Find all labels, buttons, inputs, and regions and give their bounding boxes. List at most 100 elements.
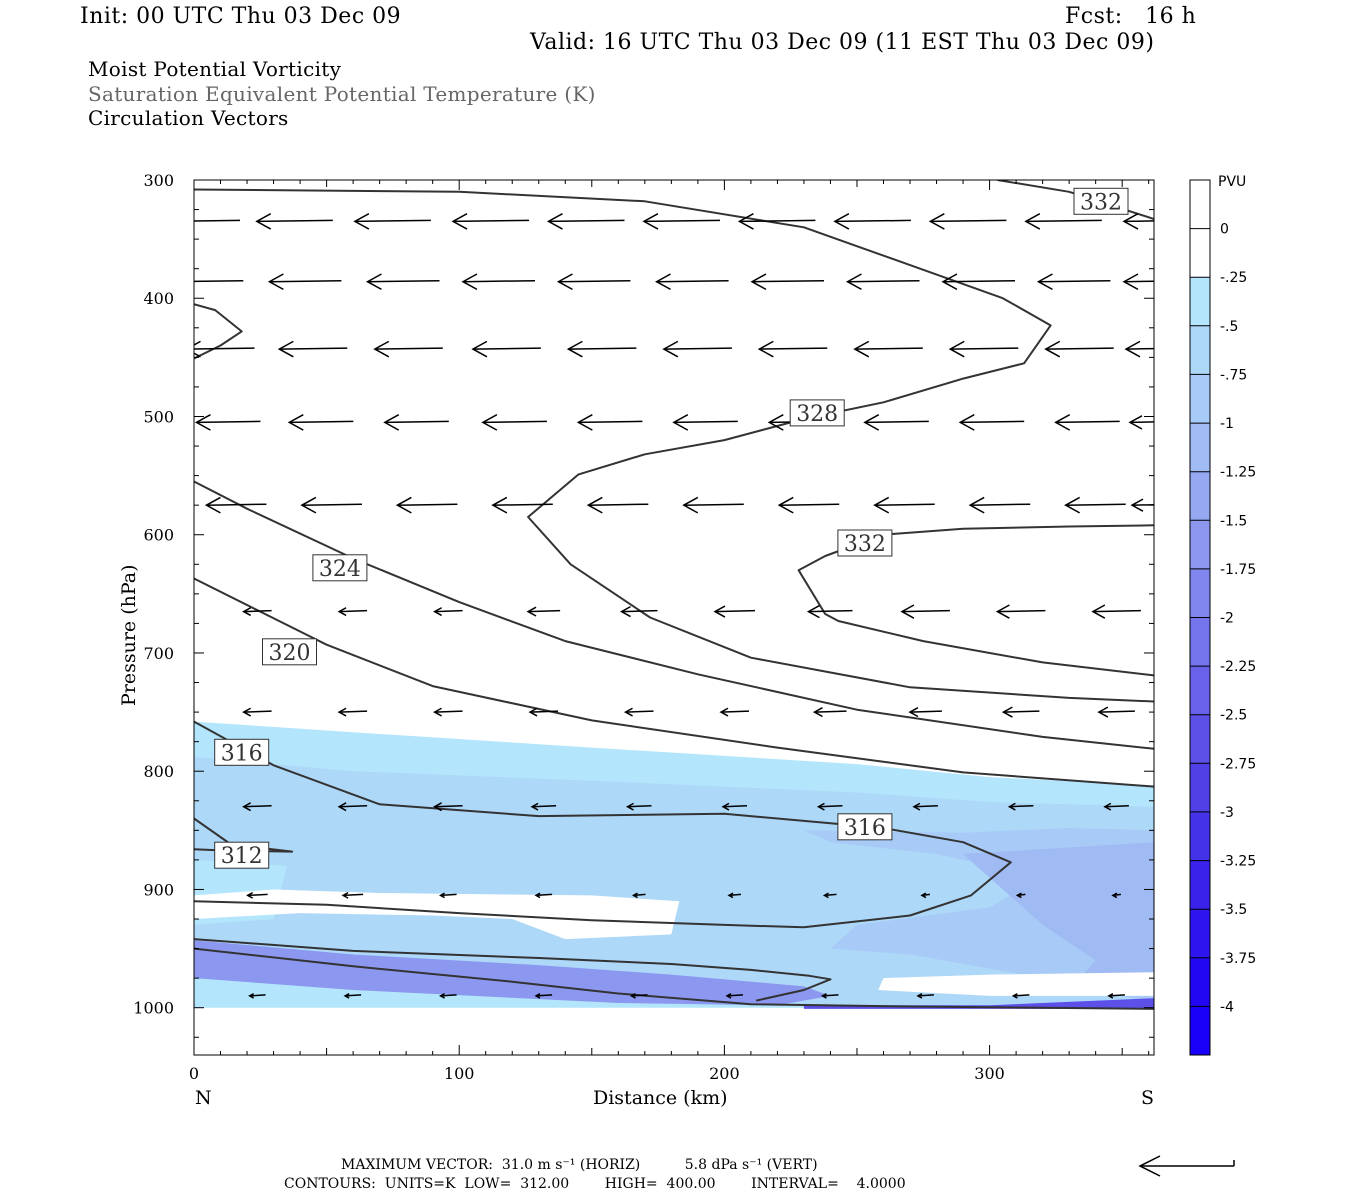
axis-layer: 300 400 500 600 700 800 900 1000 0 100 200 300 <box>133 171 1154 1083</box>
circulation-vector <box>242 707 272 717</box>
circulation-vector <box>920 892 930 899</box>
mpv-shading-layer <box>194 721 1154 1009</box>
svg-text:316: 316 <box>844 816 886 841</box>
mpv-surface-band <box>194 940 831 1006</box>
circulation-vector <box>481 414 547 431</box>
circulation-vector <box>451 213 530 230</box>
x-tick-label: 100 <box>444 1064 475 1083</box>
contour-line-328-4 <box>194 188 1154 703</box>
circulation-vector <box>194 219 241 222</box>
circulation-vector <box>433 607 463 617</box>
y-tick-label: 300 <box>143 171 174 190</box>
circulation-vector <box>471 340 541 358</box>
circulation-vector <box>873 496 935 514</box>
circulation-vector <box>1122 273 1154 291</box>
circulation-vector <box>586 496 649 514</box>
contour-line-320-2 <box>194 577 1154 788</box>
circulation-vector <box>995 604 1046 619</box>
circulation-vector <box>337 802 368 812</box>
colorbar: 0 -.25 -.5 -.75 -1 -1.25 -1.5 -1.75 -2 -2.25 -2.5 -… <box>1189 179 1256 1056</box>
contour-label: 328 <box>789 399 845 427</box>
y-tick-label: 800 <box>143 762 174 781</box>
circulation-vector <box>908 707 942 718</box>
y-tick-label: 600 <box>143 526 174 545</box>
circulation-vector-layer <box>194 213 1154 999</box>
forecast-hour-label: Fcst: 16 h <box>1065 4 1197 29</box>
circulation-vector <box>916 993 934 999</box>
circulation-vector <box>713 605 756 618</box>
x-end-label-north: N <box>195 1087 212 1109</box>
circulation-vector <box>433 802 463 812</box>
colorbar-swatch <box>1190 568 1210 618</box>
colorbar-swatch <box>1190 1006 1210 1056</box>
colorbar-swatch <box>1190 423 1210 473</box>
x-end-label-south: S <box>1141 1087 1154 1109</box>
circulation-vector <box>204 496 267 514</box>
circulation-vector <box>300 496 362 514</box>
colorbar-swatch <box>1190 617 1210 667</box>
circulation-vector <box>526 606 561 617</box>
circulation-vector <box>242 802 272 812</box>
circulation-vector <box>246 891 268 899</box>
circulation-vector <box>287 414 354 431</box>
contour-label: 316 <box>837 813 893 841</box>
circulation-vector <box>822 892 837 899</box>
circulation-vector <box>820 993 839 999</box>
y-tick-label: 500 <box>143 407 174 426</box>
circulation-vector <box>655 273 729 291</box>
contour-label: 324 <box>312 554 368 582</box>
circulation-vector <box>1128 415 1154 430</box>
colorbar-swatch <box>1190 666 1210 716</box>
circulation-vector <box>534 892 553 899</box>
colorbar-tick-label: -2.75 <box>1220 756 1256 772</box>
circulation-vector <box>853 340 923 358</box>
colorbar-swatch <box>1190 228 1210 278</box>
colorbar-swatch <box>1190 325 1210 375</box>
colorbar-tick-label: -1 <box>1220 416 1234 432</box>
circulation-vector <box>556 273 631 291</box>
circulation-vector <box>194 340 255 358</box>
circulation-vector <box>812 707 847 718</box>
colorbar-swatch <box>1190 860 1210 910</box>
circulation-vector <box>1111 892 1121 899</box>
circulation-vector <box>1054 414 1120 431</box>
circulation-vector <box>341 891 364 899</box>
circulation-vector <box>534 993 553 999</box>
circulation-vector <box>750 273 825 291</box>
colorbar-swatch <box>1190 763 1210 813</box>
circulation-vector <box>439 892 457 899</box>
svg-text:312: 312 <box>221 844 263 869</box>
circulation-vector <box>491 496 553 514</box>
colorbar-tick-label: -.25 <box>1220 270 1247 286</box>
contour-line-332-7 <box>194 303 243 360</box>
circulation-vector <box>1064 496 1126 514</box>
colorbar-tick-label: -.75 <box>1220 367 1247 383</box>
circulation-vector <box>1044 340 1114 358</box>
circulation-vector <box>1024 213 1102 230</box>
circulation-vector <box>1001 706 1040 718</box>
svg-text:328: 328 <box>796 402 838 427</box>
svg-text:324: 324 <box>319 557 361 582</box>
contour-label: 332 <box>837 529 893 557</box>
circulation-vector <box>383 414 449 431</box>
colorbar-swatch <box>1190 471 1210 521</box>
circulation-vector <box>242 607 272 617</box>
circulation-vector <box>845 273 920 291</box>
colorbar-tick-label: -3 <box>1220 805 1234 821</box>
contour-line-332-5 <box>797 524 1154 677</box>
colorbar-tick-label: -.5 <box>1220 319 1238 335</box>
circulation-vector <box>912 802 938 811</box>
circulation-vector <box>1103 802 1129 811</box>
circulation-vector <box>337 707 368 717</box>
y-tick-label: 900 <box>143 880 174 899</box>
circulation-vector <box>1015 892 1026 899</box>
svg-text:316: 316 <box>221 741 263 766</box>
circulation-vector <box>461 273 536 291</box>
circulation-vector <box>365 273 440 291</box>
colorbar-tick-label: -2 <box>1220 611 1234 627</box>
circulation-vector <box>948 340 1019 358</box>
y-tick-label: 700 <box>143 644 174 663</box>
circulation-vector <box>373 340 443 358</box>
valid-time-label: Valid: 16 UTC Thu 03 Dec 09 (11 EST Thu … <box>530 30 1155 55</box>
colorbar-tick-label: -2.5 <box>1220 708 1247 724</box>
